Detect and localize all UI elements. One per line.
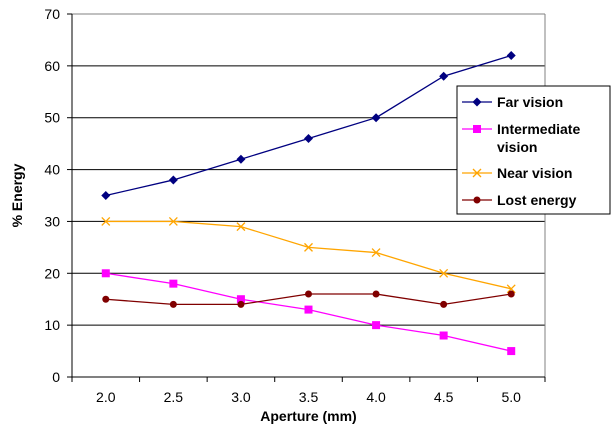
y-tick-label: 50: [44, 110, 60, 126]
data-point-diamond: [472, 97, 482, 107]
data-point-x: [168, 216, 178, 226]
data-point-circle: [507, 290, 515, 298]
data-point-diamond: [168, 175, 178, 185]
data-point-x: [236, 222, 246, 232]
data-point-x-stroke: [168, 216, 178, 226]
legend-entry: Intermediate vision: [462, 121, 580, 155]
data-point-diamond: [439, 71, 449, 81]
x-tick-label: 3.5: [299, 389, 319, 405]
data-point-square: [236, 295, 245, 304]
legend: Far vision Intermediate vision Near vision L…: [456, 85, 611, 215]
data-point-x-stroke: [371, 248, 381, 258]
data-point-circle: [473, 196, 481, 204]
data-point-square: [304, 305, 313, 314]
data-point-circle: [372, 290, 380, 298]
y-axis-ticks: 0 10 20 30 40 50 60 70: [44, 6, 72, 385]
data-point-diamond: [101, 191, 111, 200]
data-point-x-stroke: [472, 168, 482, 178]
data-point-circle: [305, 290, 312, 298]
x-tick-label: 5.0: [501, 389, 521, 405]
x-tick-label: 2.5: [164, 389, 184, 405]
y-tick-label: 40: [44, 162, 60, 178]
legend-box: [456, 85, 611, 215]
y-tick-label: 70: [44, 6, 60, 22]
legend-label: Near vision: [497, 165, 572, 181]
x-tick-label: 4.5: [434, 389, 454, 405]
data-point-x: [304, 242, 313, 252]
series-line: [105, 54, 512, 197]
series-line: [105, 220, 512, 290]
y-tick-label: 0: [52, 369, 60, 385]
data-point-x-stroke: [506, 284, 516, 294]
x-tick-label: 4.0: [366, 389, 386, 405]
x-tick-label: 3.0: [231, 389, 251, 405]
series-lost-energy: [102, 290, 515, 308]
data-point-diamond: [304, 133, 313, 143]
data-point-square: [169, 279, 178, 288]
data-point-x-stroke: [101, 216, 111, 226]
series-far-vision: [101, 50, 516, 200]
data-point-square: [372, 321, 381, 330]
data-point-x: [439, 268, 449, 278]
y-tick-label: 20: [44, 265, 60, 281]
data-point-x-stroke: [439, 268, 449, 278]
data-point-square: [507, 347, 516, 356]
y-tick-label: 30: [44, 213, 60, 229]
data-point-diamond: [506, 50, 516, 60]
legend-label: vision: [497, 139, 537, 155]
data-point-circle: [440, 300, 448, 308]
data-point-circle: [169, 300, 177, 308]
series-layer: [101, 50, 516, 356]
y-tick-label: 10: [44, 317, 60, 333]
data-point-x: [506, 284, 516, 294]
data-point-diamond: [236, 154, 246, 164]
legend-entry: Far vision: [462, 94, 563, 110]
data-point-square: [473, 125, 481, 133]
data-point-x: [371, 248, 381, 258]
legend-label: Intermediate: [497, 121, 580, 137]
data-point-square: [439, 331, 448, 340]
y-axis-title: % Energy: [9, 163, 25, 227]
x-tick-label: 2.0: [96, 389, 116, 405]
data-point-diamond: [371, 113, 381, 123]
legend-label: Lost energy: [497, 192, 577, 208]
x-axis-title: Aperture (mm): [260, 408, 356, 424]
data-point-x-stroke: [236, 222, 246, 232]
legend-entry: Lost energy: [462, 192, 577, 208]
legend-entry: Near vision: [462, 165, 572, 181]
data-point-x: [101, 216, 111, 226]
legend-label: Far vision: [497, 94, 563, 110]
data-point-circle: [102, 295, 110, 303]
series-near-vision: [101, 216, 516, 294]
x-axis-ticks: 2.0 2.5 3.0 3.5 4.0 4.5 5.0: [71, 377, 546, 405]
data-point-x: [472, 168, 482, 178]
data-point-x-stroke: [304, 242, 313, 252]
data-point-square: [101, 269, 110, 278]
series-intermediate-vision: [101, 269, 516, 356]
data-point-circle: [237, 300, 245, 308]
y-tick-label: 60: [44, 58, 60, 74]
